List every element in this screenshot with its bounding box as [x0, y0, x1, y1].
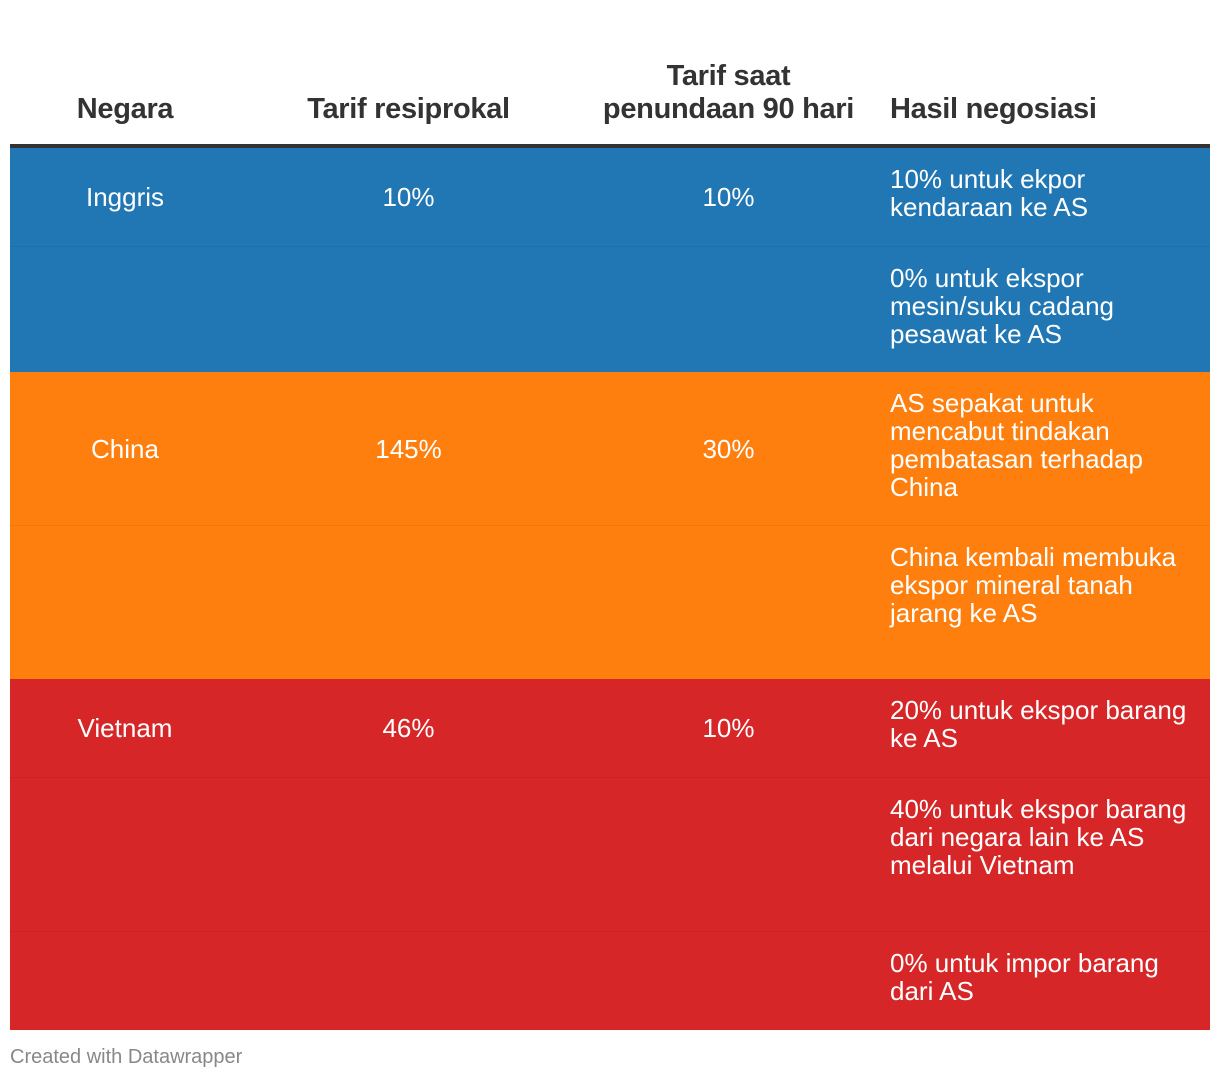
- table-row: 0% untuk ekspor mesin/suku cadang pesawa…: [10, 246, 1210, 372]
- datawrapper-credit: Created with Datawrapper: [10, 1046, 243, 1068]
- cell-hasil-negosiasi: 0% untuk ekspor mesin/suku cadang pesawa…: [880, 246, 1210, 372]
- tariff-table: Negara Tarif resiprokal Tarif saat penund…: [10, 0, 1210, 1030]
- cell-tarif-penundaan-empty: [577, 246, 880, 372]
- cell-tarif-resiprokal-empty: [240, 525, 577, 679]
- cell-tarif-penundaan: 30%: [702, 433, 755, 464]
- cell-hasil-negosiasi: China kembali membuka ekspor mineral tan…: [880, 525, 1210, 679]
- cell-tarif-penundaan: 10%: [702, 182, 755, 212]
- header-negara: Negara: [10, 0, 240, 148]
- cell-hasil-negosiasi: 10% untuk ekpor kendaraan ke AS: [890, 164, 1089, 222]
- cell-negara-empty: [10, 931, 240, 1030]
- cell-negara: Inggris: [85, 182, 165, 212]
- cell-tarif-penundaan-empty: [577, 525, 880, 679]
- table-body: Inggris 10% 10% 10% untuk ekpor kendaraa…: [10, 146, 1210, 1030]
- cell-tarif-resiprokal: 46%: [382, 713, 435, 743]
- cell-tarif-resiprokal-empty: [240, 777, 577, 932]
- header-row: Negara Tarif resiprokal Tarif saat penund…: [10, 0, 1210, 148]
- cell-hasil-negosiasi: AS sepakat untuk mencabut tindakan pemba…: [890, 388, 1143, 502]
- header-tarif-resiprokal-label: Tarif resiprokal: [307, 93, 510, 125]
- cell-tarif-penundaan: 10%: [702, 713, 755, 743]
- header-tarif-penundaan-line1: Tarif saat: [666, 60, 791, 92]
- table-row: China kembali membuka ekspor mineral tan…: [10, 525, 1210, 679]
- header-negara-label: Negara: [76, 93, 174, 125]
- cell-negara: Vietnam: [77, 713, 173, 743]
- cell-hasil-negosiasi: 40% untuk ekspor barang dari negara lain…: [880, 777, 1210, 932]
- header-hasil-negosiasi: Hasil negosiasi: [880, 0, 1210, 148]
- cell-hasil-negosiasi: 0% untuk impor barang dari AS: [880, 931, 1210, 1030]
- cell-tarif-resiprokal-empty: [240, 246, 577, 372]
- header-hasil-negosiasi-label: Hasil negosiasi: [890, 93, 1097, 125]
- cell-negara-empty: [10, 777, 240, 932]
- header-tarif-penundaan: Tarif saat penundaan 90 hari: [577, 0, 880, 148]
- cell-tarif-resiprokal: 10%: [382, 182, 435, 212]
- cell-tarif-resiprokal: 145%: [375, 433, 442, 464]
- table-row: China 145% 30% AS sepakat untuk mencabut…: [10, 372, 1210, 526]
- cell-negara: China: [91, 433, 159, 464]
- table-header: Negara Tarif resiprokal Tarif saat penund…: [10, 0, 1210, 148]
- cell-tarif-resiprokal-empty: [240, 931, 577, 1030]
- cell-tarif-penundaan-empty: [577, 777, 880, 932]
- cell-hasil-negosiasi: 20% untuk ekspor barang ke AS: [890, 695, 1187, 753]
- table-row: Inggris 10% 10% 10% untuk ekpor kendaraa…: [10, 146, 1210, 247]
- cell-negara-empty: [10, 525, 240, 679]
- header-tarif-penundaan-line2: penundaan 90 hari: [602, 93, 855, 125]
- cell-tarif-penundaan-empty: [577, 931, 880, 1030]
- header-tarif-resiprokal: Tarif resiprokal: [240, 0, 577, 148]
- table-row: Vietnam 46% 10% 20% untuk ekspor barang …: [10, 679, 1210, 778]
- table-row: 40% untuk ekspor barang dari negara lain…: [10, 777, 1210, 932]
- data-table-container: Negara Tarif resiprokal Tarif saat penund…: [10, 0, 1210, 1030]
- table-row: 0% untuk impor barang dari AS: [10, 931, 1210, 1030]
- cell-negara-empty: [10, 246, 240, 372]
